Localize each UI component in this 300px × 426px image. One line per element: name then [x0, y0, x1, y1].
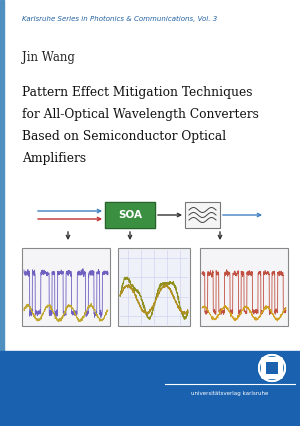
Text: Based on Semiconductor Optical: Based on Semiconductor Optical: [22, 130, 226, 143]
Bar: [0, 351, 300, 426]
Circle shape: [259, 355, 285, 381]
Bar: [263, 359, 281, 377]
Text: universitätsverlag karlsruhe: universitätsverlag karlsruhe: [191, 391, 269, 397]
Text: for All-Optical Wavelength Converters: for All-Optical Wavelength Converters: [22, 108, 259, 121]
Bar: [185, 202, 220, 228]
Bar: [118, 248, 190, 326]
Bar: [0, 0, 4, 351]
Text: SOA: SOA: [118, 210, 142, 220]
Text: Pattern Effect Mitigation Techniques: Pattern Effect Mitigation Techniques: [22, 86, 253, 99]
Text: Amplifiers: Amplifiers: [22, 152, 86, 165]
Text: Karlsruhe Series in Photonics & Communications, Vol. 3: Karlsruhe Series in Photonics & Communic…: [22, 16, 217, 22]
Bar: [105, 202, 155, 228]
Text: Jin Wang: Jin Wang: [22, 51, 75, 64]
Bar: [263, 359, 281, 377]
Bar: [105, 202, 155, 228]
Bar: [200, 248, 288, 326]
Bar: [22, 248, 110, 326]
Bar: [266, 362, 278, 374]
